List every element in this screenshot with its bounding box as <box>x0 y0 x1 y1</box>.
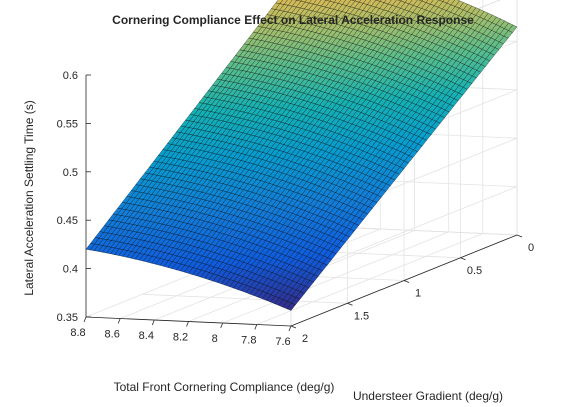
y-axis-label: Understeer Gradient (deg/g) <box>353 389 503 403</box>
surface-cell <box>286 302 296 311</box>
x-axis-label: Total Front Cornering Compliance (deg/g) <box>114 380 335 394</box>
axes: 8.8 8.6 8.4 8.2 8 7.8 7.6 0 0.5 1 1.5 2 0.35 0.4 0.45 0… <box>57 70 534 348</box>
y-tick-mark <box>460 257 466 261</box>
y-tick-label: 2 <box>302 333 308 345</box>
x-tick-label: 7.6 <box>275 336 290 348</box>
z-tick-label: 0.35 <box>57 312 78 324</box>
x-tick-label: 7.8 <box>241 335 256 347</box>
z-tick-label: 0.55 <box>57 118 78 130</box>
chart-title: Cornering Compliance Effect on Lateral A… <box>112 13 474 27</box>
x-tick-mark <box>220 322 224 329</box>
z-axis-label: Lateral Acceleration Settling Time (s) <box>22 100 36 295</box>
x-tick-mark <box>186 321 189 327</box>
y-tick-mark <box>403 280 410 283</box>
x-tick-mark <box>83 316 87 323</box>
x-tick-mark <box>151 319 155 326</box>
y-tick-mark <box>290 325 297 329</box>
x-tick-label: 8.6 <box>105 329 120 341</box>
x-tick-mark <box>117 318 121 324</box>
x-tick-label: 8.2 <box>173 332 188 344</box>
y-grid-line <box>142 293 348 304</box>
z-tick-label: 0.45 <box>57 215 78 227</box>
z-tick-label: 0.5 <box>63 167 78 179</box>
x-tick-label: 8.8 <box>70 327 85 339</box>
surface-plot <box>85 0 518 311</box>
y-tick-label: 1.5 <box>354 310 369 322</box>
y-tick-label: 1 <box>415 288 421 300</box>
z-tick-label: 0.4 <box>63 264 78 276</box>
y-tick-label: 0.5 <box>467 265 482 277</box>
x-tick-label: 8.4 <box>139 330 154 342</box>
y-tick-mark <box>516 234 523 238</box>
x-tick-mark <box>254 324 258 330</box>
x-tick-label: 8 <box>212 333 218 345</box>
y-tick-label: 0 <box>528 242 534 254</box>
x-tick-mark <box>288 325 292 332</box>
z-tick-label: 0.6 <box>63 70 78 82</box>
y-tick-mark <box>347 302 353 306</box>
